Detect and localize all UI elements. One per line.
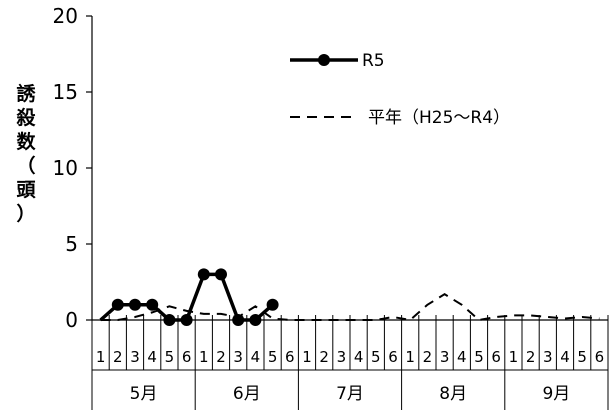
- x-tick-label: 5: [577, 348, 587, 366]
- y-tick-label: 10: [53, 156, 78, 180]
- x-tick-label: 2: [216, 348, 226, 366]
- x-tick-label: 4: [457, 348, 467, 366]
- x-tick-label: 1: [302, 348, 312, 366]
- month-label: 6月: [233, 384, 261, 404]
- x-tick-label: 3: [543, 348, 553, 366]
- x-tick-label: 2: [319, 348, 329, 366]
- series-average: [100, 293, 600, 322]
- x-tick-label: 1: [96, 348, 106, 366]
- x-tick-label: 1: [509, 348, 519, 366]
- legend-marker: [318, 54, 330, 66]
- data-point: [111, 298, 124, 311]
- data-point: [180, 314, 193, 326]
- month-label: 7月: [336, 384, 364, 404]
- x-tick-label: 6: [595, 348, 605, 366]
- x-tick-label: 5: [371, 348, 381, 366]
- y-axis-title: 誘殺数（頭）: [15, 82, 36, 225]
- y-axis-ticks: 0 5 10 15 20: [53, 4, 92, 332]
- data-point: [197, 268, 210, 281]
- legend: R5 平年（H25～R4）: [290, 51, 510, 128]
- x-tick-label: 3: [130, 348, 140, 366]
- series-line: [99, 272, 274, 322]
- x-tick-label: 1: [199, 348, 209, 366]
- x-tick-label: 6: [285, 348, 295, 366]
- month-label: 8月: [439, 384, 467, 404]
- x-tick-label: 2: [423, 348, 433, 366]
- data-point: [146, 298, 159, 311]
- series-r5: [99, 268, 279, 326]
- y-tick-label: 15: [53, 80, 78, 104]
- y-axis-label: 誘殺数（頭）: [15, 82, 36, 225]
- legend-label: R5: [362, 51, 385, 71]
- x-tick-label: 5: [474, 348, 484, 366]
- data-point: [249, 314, 262, 326]
- x-tick-label: 4: [251, 348, 261, 366]
- x-tick-label: 5: [268, 348, 278, 366]
- x-tick-label: 4: [354, 348, 364, 366]
- x-tick-label: 2: [113, 348, 123, 366]
- x-tick-label: 6: [388, 348, 398, 366]
- data-point: [163, 314, 176, 326]
- x-tick-label: 2: [526, 348, 536, 366]
- x-tick-label: 6: [182, 348, 192, 366]
- legend-label: 平年（H25～R4）: [368, 108, 510, 128]
- x-tick-label: 3: [337, 348, 347, 366]
- x-tick-label: 6: [491, 348, 501, 366]
- y-tick-label: 20: [53, 4, 78, 28]
- y-tick-label: 5: [65, 232, 78, 256]
- data-point: [266, 298, 279, 311]
- x-tick-label: 1: [405, 348, 415, 366]
- data-point: [129, 298, 141, 311]
- y-tick-label: 0: [65, 308, 78, 332]
- x-tick-label: 4: [560, 348, 570, 366]
- x-tick-label: 5: [165, 348, 175, 366]
- series-layer: [99, 268, 600, 326]
- x-tick-label: 4: [147, 348, 157, 366]
- series-line: [100, 293, 600, 322]
- month-label: 9月: [542, 384, 570, 404]
- data-point: [215, 268, 227, 281]
- x-tick-label: 3: [440, 348, 450, 366]
- month-label: 5月: [130, 384, 158, 404]
- x-axis-table: 1 2 3 4 5 6 1 2 3 4 5 6 1 2 3 4 5 6 1 2 3 4 5 6 1 2 3 4 5 65月 6月 7月 8月 9月: [91, 315, 609, 410]
- x-tick-label: 3: [233, 348, 243, 366]
